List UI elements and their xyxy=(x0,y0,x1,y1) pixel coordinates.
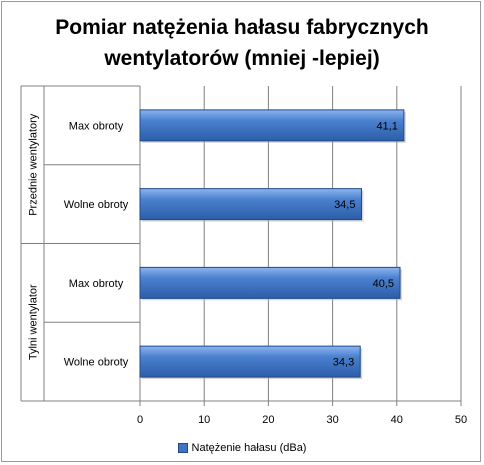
x-tick-label: 30 xyxy=(326,414,338,426)
data-label: 41,1 xyxy=(376,120,397,132)
category-label: Max obroty xyxy=(69,120,124,132)
x-tick-label: 40 xyxy=(391,414,403,426)
data-label: 40,5 xyxy=(373,278,394,290)
category-label: Max obroty xyxy=(69,278,124,290)
bar xyxy=(139,266,401,299)
legend-swatch xyxy=(177,443,188,454)
group-label: Tylni wentylator xyxy=(28,284,40,360)
category-label: Wolne obroty xyxy=(64,357,129,369)
category-label: Wolne obroty xyxy=(64,199,129,211)
chart-title-line-2: wentylatorów (mniej -lepiej) xyxy=(104,47,380,70)
x-tick-label: 20 xyxy=(262,414,274,426)
x-tick-label: 10 xyxy=(198,414,210,426)
legend: Natężenie hałasu (dBa) xyxy=(0,442,484,454)
data-label: 34,5 xyxy=(334,199,355,211)
data-label: 34,3 xyxy=(333,357,354,369)
chart-title-line-1: Pomiar natężenia hałasu fabrycznych xyxy=(55,16,429,39)
chart-title: Pomiar natężenia hałasu fabrycznych went… xyxy=(0,12,484,74)
bar xyxy=(139,109,405,142)
bar xyxy=(139,188,362,221)
x-tick-label: 0 xyxy=(137,414,143,426)
bar xyxy=(139,345,361,378)
legend-label: Natężenie hałasu (dBa) xyxy=(191,442,307,454)
group-label: Przednie wentylatory xyxy=(28,113,40,216)
x-tick-label: 50 xyxy=(455,414,467,426)
